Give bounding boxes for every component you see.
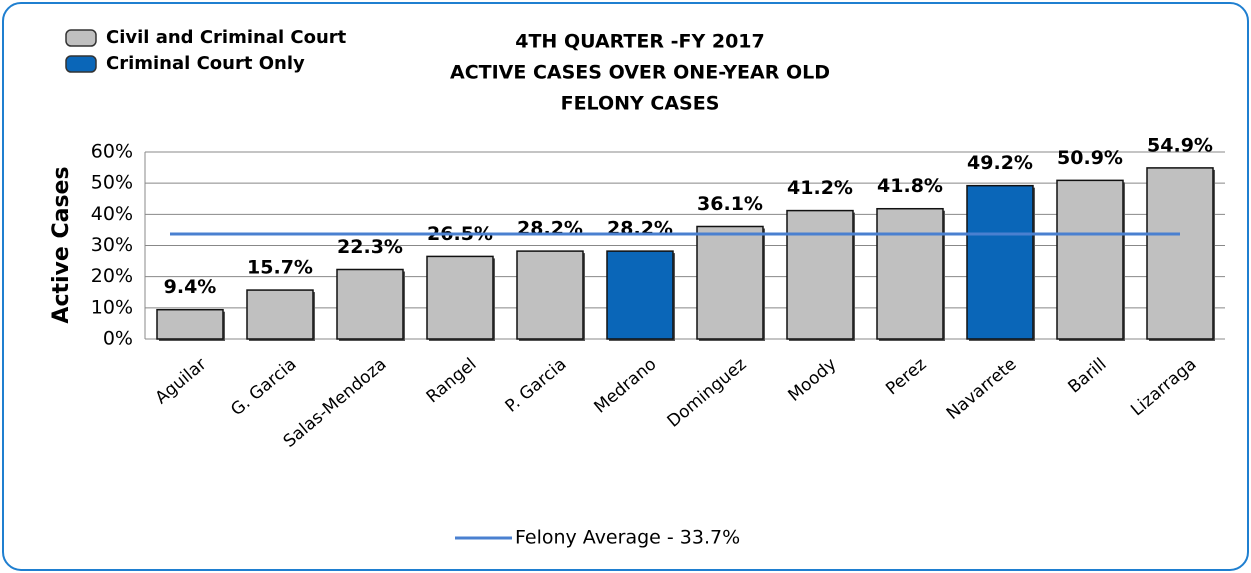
value-label: 49.2% — [967, 152, 1033, 174]
legend-swatch — [65, 55, 97, 73]
value-label: 15.7% — [247, 257, 313, 279]
legend-label: Felony Average - 33.7% — [515, 527, 740, 549]
y-tick-label: 20% — [91, 265, 133, 287]
legend-label: Civil and Criminal Court — [106, 27, 347, 48]
value-label: 22.3% — [337, 236, 403, 258]
y-axis-title: Active Cases — [49, 166, 74, 323]
bar — [876, 207, 944, 340]
y-tick-label: 40% — [91, 203, 133, 225]
chart-title: ACTIVE CASES OVER ONE-YEAR OLD — [450, 62, 830, 84]
bar — [966, 184, 1034, 340]
bar — [1146, 167, 1214, 340]
bar — [786, 209, 854, 340]
legend-label: Criminal Court Only — [106, 53, 305, 74]
bar — [156, 308, 224, 340]
value-label: 9.4% — [164, 276, 217, 298]
bar — [516, 250, 584, 340]
value-label: 36.1% — [697, 193, 763, 215]
y-tick-label: 60% — [91, 141, 133, 163]
y-tick-label: 0% — [103, 328, 133, 350]
bar — [1056, 179, 1124, 340]
bar — [606, 250, 674, 340]
chart-title: FELONY CASES — [561, 93, 720, 115]
value-label: 28.2% — [517, 218, 583, 240]
y-tick-label: 30% — [91, 234, 133, 256]
value-label: 41.8% — [877, 175, 943, 197]
value-label: 41.2% — [787, 177, 853, 199]
legend-swatch — [65, 29, 97, 47]
bar — [246, 289, 314, 340]
value-label: 54.9% — [1147, 134, 1213, 156]
y-tick-label: 50% — [91, 172, 133, 194]
y-tick-label: 10% — [91, 296, 133, 318]
bar — [336, 268, 404, 340]
value-label: 28.2% — [607, 218, 673, 240]
bar — [696, 225, 764, 340]
chart-title: 4TH QUARTER -FY 2017 — [515, 31, 764, 53]
value-label: 50.9% — [1057, 147, 1123, 169]
bar — [426, 255, 494, 340]
